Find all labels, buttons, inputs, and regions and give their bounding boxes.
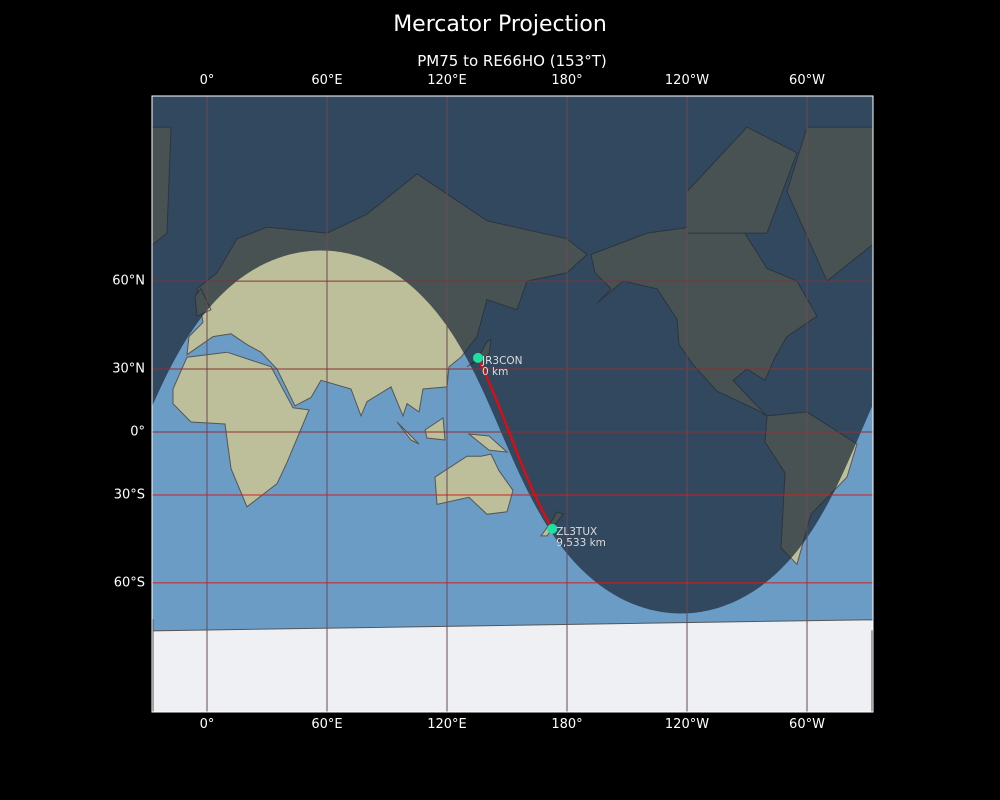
x-tick-label-top: 0°: [199, 73, 215, 88]
new-guinea-landmass: [467, 433, 509, 453]
x-tick-label-top: 120°W: [664, 73, 710, 88]
x-tick-label-bottom: 120°W: [664, 717, 710, 732]
x-tick-label-bottom: 60°E: [311, 717, 343, 732]
north-america-landmass: [0, 221, 97, 416]
eurasia-landmass: [907, 174, 1000, 416]
station-label: ZL3TUX 9,533 km: [556, 525, 606, 549]
station-callsign: ZL3TUX: [556, 525, 598, 538]
y-tick-label: 0°: [130, 424, 145, 440]
map-subtitle: PM75 to RE66HO (153°T): [417, 52, 607, 70]
antarctica-landmass: [152, 619, 154, 712]
station-distance: 9,533 km: [556, 536, 606, 549]
canadian-arctic-landmass: [0, 127, 77, 233]
station-marker[interactable]: [473, 352, 483, 363]
australia-landmass: [434, 453, 514, 515]
x-tick-label-top: 60°W: [789, 73, 825, 88]
africa-landmass: [893, 352, 1000, 507]
antarctica-landmass: [871, 630, 873, 712]
y-tick-label: 60°S: [113, 575, 145, 591]
uk-landmass: [915, 289, 931, 316]
station-distance: 0 km: [482, 365, 509, 378]
y-tick-label: 30°S: [113, 487, 145, 503]
station-callsign: JR3CON: [482, 354, 523, 367]
y-tick-label: 60°N: [112, 273, 145, 289]
station-label: JR3CON 0 km: [482, 354, 523, 378]
figure-title: Mercator Projection: [393, 12, 607, 37]
x-tick-label-top: 60°E: [311, 73, 343, 88]
great-circle-path: [477, 357, 554, 530]
x-tick-label-bottom: 60°W: [789, 717, 825, 732]
x-tick-label-bottom: 120°E: [427, 717, 467, 732]
x-tick-label-bottom: 0°: [199, 717, 215, 732]
x-tick-label-top: 180°: [551, 73, 583, 88]
antarctica-landmass: [152, 619, 873, 712]
borneo-landmass: [424, 417, 446, 441]
station-marker[interactable]: [547, 523, 558, 534]
x-tick-label-bottom: 180°: [551, 717, 583, 732]
gridlines: [152, 96, 873, 712]
map-frame: [151, 95, 874, 713]
y-tick-label: 30°N: [112, 361, 145, 377]
sumatra-landmass: [396, 421, 420, 445]
night-shading: [152, 96, 873, 614]
x-tick-label-top: 120°E: [427, 73, 467, 88]
